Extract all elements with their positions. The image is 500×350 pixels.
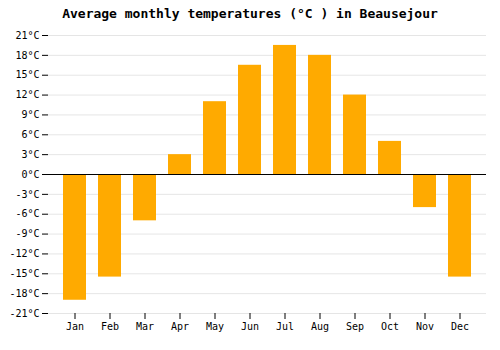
svg-text:Dec: Dec <box>451 321 469 332</box>
svg-text:6°C: 6°C <box>21 129 39 140</box>
svg-text:-18°C: -18°C <box>9 288 39 299</box>
svg-text:12°C: 12°C <box>15 89 39 100</box>
svg-text:-3°C: -3°C <box>15 189 39 200</box>
svg-text:3°C: 3°C <box>21 149 39 160</box>
svg-text:Nov: Nov <box>416 321 434 332</box>
svg-text:Jun: Jun <box>241 321 259 332</box>
svg-text:Sep: Sep <box>346 321 364 332</box>
svg-text:Apr: Apr <box>171 321 189 332</box>
svg-text:0°C: 0°C <box>21 169 39 180</box>
svg-text:-12°C: -12°C <box>9 248 39 259</box>
svg-text:-21°C: -21°C <box>9 308 39 319</box>
svg-text:-9°C: -9°C <box>15 228 39 239</box>
svg-text:-15°C: -15°C <box>9 268 39 279</box>
svg-text:Oct: Oct <box>381 321 399 332</box>
svg-text:21°C: 21°C <box>15 30 39 41</box>
svg-text:Jan: Jan <box>66 321 84 332</box>
svg-text:15°C: 15°C <box>15 69 39 80</box>
html-text:Average monthly temperatures (: Average monthly temperatures (°C ) in Be… <box>62 6 438 21</box>
svg-text:May: May <box>206 321 224 332</box>
svg-text:Feb: Feb <box>101 321 119 332</box>
svg-text:Aug: Aug <box>311 321 329 332</box>
svg-text:Jul: Jul <box>276 321 294 332</box>
svg-text:Mar: Mar <box>136 321 154 332</box>
svg-text:-6°C: -6°C <box>15 208 39 219</box>
svg-text:9°C: 9°C <box>21 109 39 120</box>
svg-text:18°C: 18°C <box>15 50 39 61</box>
